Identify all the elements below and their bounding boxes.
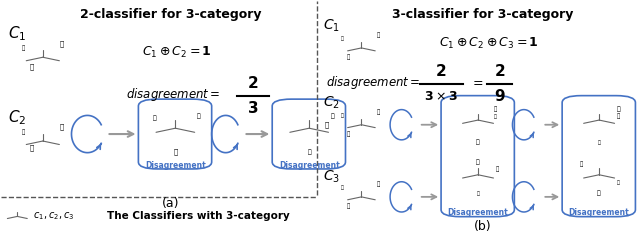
Text: $\mathbf{9}$: $\mathbf{9}$: [494, 88, 506, 104]
Text: 🚲: 🚲: [29, 145, 33, 151]
Text: 🚲: 🚲: [580, 161, 583, 167]
Text: The Classifiers with 3-category: The Classifiers with 3-category: [106, 211, 289, 221]
Text: 🚲: 🚲: [29, 63, 33, 70]
Text: 🐴: 🐴: [324, 122, 328, 128]
Text: $\mathbf{3}\times\mathbf{3}$: $\mathbf{3}\times\mathbf{3}$: [424, 90, 458, 103]
Text: Disagreement: Disagreement: [569, 208, 630, 217]
Text: 🚶: 🚶: [307, 150, 311, 156]
Text: 🚲: 🚲: [347, 203, 350, 209]
Text: $\mathit{C}_3$: $\mathit{C}_3$: [323, 169, 340, 185]
Text: $=$: $=$: [470, 75, 483, 88]
Text: $\mathbf{2}$: $\mathbf{2}$: [494, 63, 506, 79]
Text: $\mathit{C}_1$: $\mathit{C}_1$: [8, 25, 26, 43]
Text: Disagreement: Disagreement: [447, 208, 508, 217]
Text: 3-classifier for 3-category: 3-classifier for 3-category: [392, 8, 573, 21]
Text: 🚲: 🚲: [347, 131, 350, 137]
Text: $\mathbf{3}$: $\mathbf{3}$: [248, 101, 259, 116]
Text: 🚶: 🚶: [617, 180, 620, 185]
Text: 🚶: 🚶: [341, 36, 344, 41]
Text: 🐴: 🐴: [597, 191, 601, 196]
FancyBboxPatch shape: [272, 99, 346, 169]
Text: $\mathit{C}_2$: $\mathit{C}_2$: [323, 94, 340, 111]
Text: 🚶: 🚶: [197, 114, 201, 119]
Text: 🚶: 🚶: [494, 114, 497, 119]
Text: $\mathit{C}_2$: $\mathit{C}_2$: [8, 108, 26, 127]
Text: $\mathit{disagreement}=$: $\mathit{disagreement}=$: [125, 86, 220, 103]
Text: 🐴: 🐴: [377, 109, 380, 115]
Text: 🚶: 🚶: [477, 191, 479, 196]
Text: $C_1\oplus C_2=\mathbf{1}$: $C_1\oplus C_2=\mathbf{1}$: [141, 45, 212, 60]
Text: 🚲: 🚲: [347, 55, 350, 60]
Text: Disagreement: Disagreement: [145, 161, 205, 170]
Text: 🚶: 🚶: [22, 45, 26, 51]
Text: 🚶: 🚶: [22, 129, 26, 135]
Text: 🐴: 🐴: [60, 124, 64, 130]
Text: 🚲: 🚲: [152, 115, 156, 121]
Text: Disagreement: Disagreement: [279, 161, 340, 170]
Text: $\mathbf{2}$: $\mathbf{2}$: [248, 75, 259, 91]
Text: 🐴: 🐴: [377, 32, 380, 38]
Text: 🚶: 🚶: [341, 113, 344, 118]
Text: $\mathbf{2}$: $\mathbf{2}$: [435, 63, 447, 79]
Text: $\mathit{disagreement}=$: $\mathit{disagreement}=$: [326, 74, 421, 91]
Text: $C_1\oplus C_2\oplus C_3=\mathbf{1}$: $C_1\oplus C_2\oplus C_3=\mathbf{1}$: [439, 36, 539, 51]
Text: 🚲: 🚲: [493, 107, 497, 112]
Text: 2-classifier for 3-category: 2-classifier for 3-category: [79, 8, 261, 21]
Text: $c_1, c_2, c_3$: $c_1, c_2, c_3$: [33, 210, 74, 222]
Text: 🐴: 🐴: [476, 159, 480, 165]
Text: 🐴: 🐴: [173, 148, 177, 155]
Text: (b): (b): [474, 220, 492, 233]
Text: 🚲: 🚲: [331, 114, 335, 119]
FancyBboxPatch shape: [562, 96, 636, 217]
Text: $\mathit{C}_1$: $\mathit{C}_1$: [323, 18, 340, 34]
Text: 🚶: 🚶: [341, 185, 344, 190]
FancyBboxPatch shape: [441, 96, 515, 217]
Text: 🐴: 🐴: [616, 107, 620, 112]
Text: 🐴: 🐴: [476, 139, 480, 145]
FancyBboxPatch shape: [138, 99, 212, 169]
Text: 🚲: 🚲: [495, 166, 499, 172]
Text: 🐴: 🐴: [60, 40, 64, 46]
Text: 🐴: 🐴: [377, 181, 380, 187]
Text: 🚲: 🚲: [616, 114, 620, 119]
Text: (a): (a): [161, 197, 179, 210]
Text: 🚶: 🚶: [598, 140, 600, 145]
